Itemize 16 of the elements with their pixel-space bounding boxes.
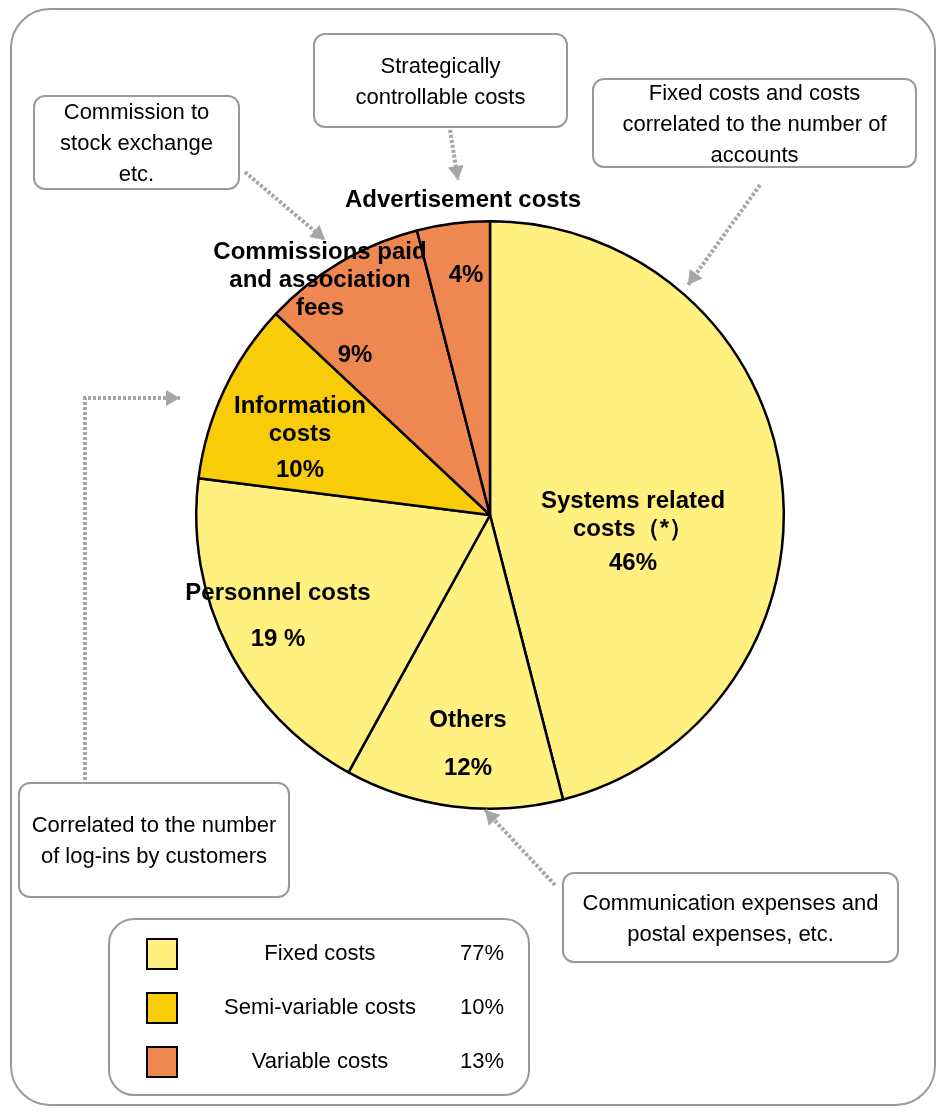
data-label: 10% [275,454,325,482]
data-label: 46% [608,547,658,575]
data-label: 19 % [250,623,306,651]
text: Commission to stock exchange etc. [33,95,240,190]
data-label: 9% [337,339,373,367]
text: Fixed costs and costs correlated to the number of accounts [592,78,917,168]
slice-label: Systems related costs（*） [540,485,726,541]
data-label: 12% [443,752,493,780]
slice-label: Others [429,704,507,732]
text: Communication expenses and postal expenses, etc. [562,872,899,963]
data-label: 4% [448,259,484,287]
slice-label: Advertisement costs [344,184,582,212]
slice-label: Information costs [234,390,366,446]
legend-box: Fixed costs 77% Semi-variable costs 10% Variable costs 13% [108,918,530,1096]
text: Strategically controllable costs [313,33,568,128]
text: Correlated to the number of log-ins by customers [18,782,290,898]
